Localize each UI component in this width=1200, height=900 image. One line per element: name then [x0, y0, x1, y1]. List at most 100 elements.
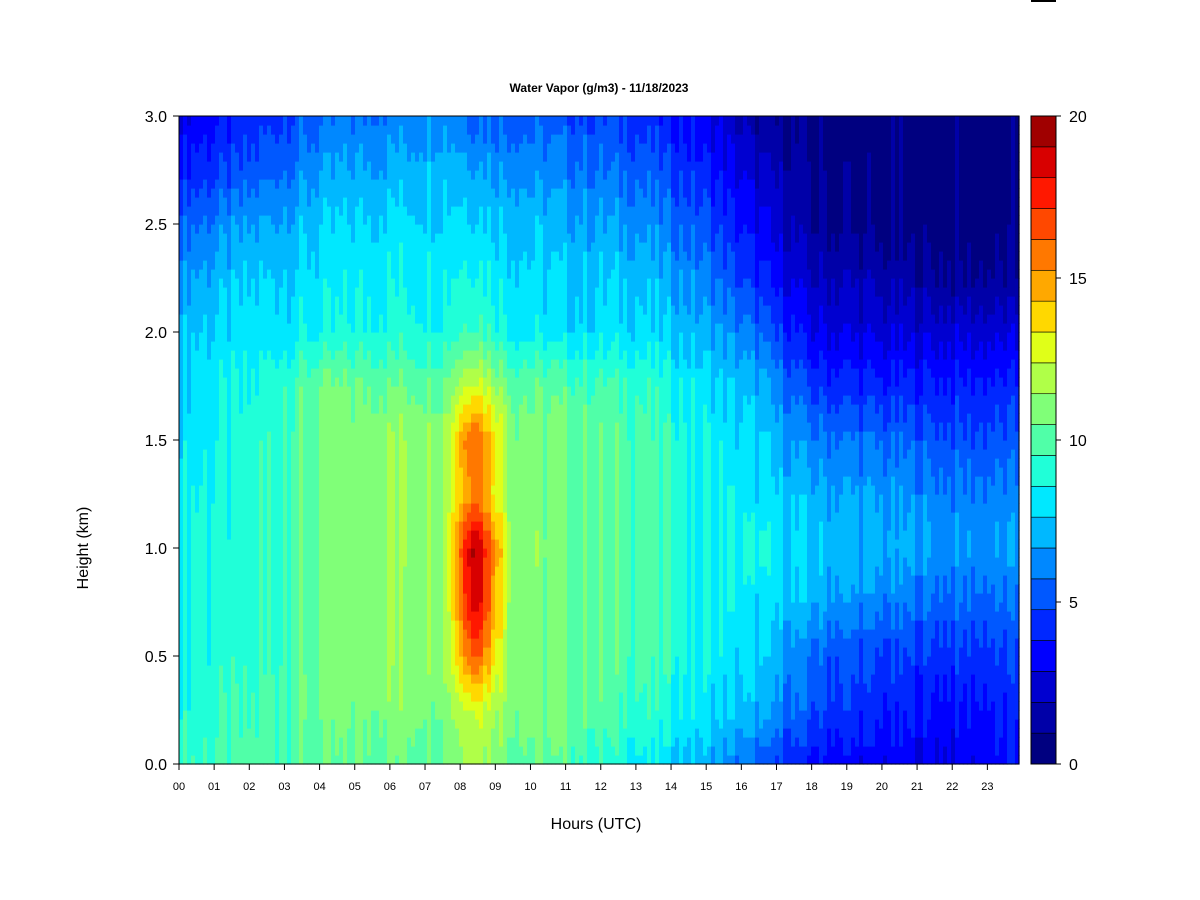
heatmap-cell	[411, 755, 416, 765]
heatmap-cell	[323, 197, 328, 207]
heatmap-cell	[211, 656, 216, 666]
heatmap-cell	[243, 701, 248, 711]
heatmap-cell	[307, 476, 312, 486]
heatmap-cell	[383, 377, 388, 387]
heatmap-cell	[263, 188, 268, 198]
heatmap-cell	[339, 620, 344, 630]
heatmap-cell	[191, 710, 196, 720]
heatmap-cell	[439, 233, 444, 243]
heatmap-cell	[435, 575, 440, 585]
heatmap-cell	[267, 215, 272, 225]
heatmap-cell	[391, 521, 396, 531]
heatmap-cell	[327, 422, 332, 432]
heatmap-cell	[279, 368, 284, 378]
heatmap-cell	[331, 476, 336, 486]
heatmap-cell	[263, 755, 268, 765]
heatmap-cell	[327, 593, 332, 603]
heatmap-cell	[403, 638, 408, 648]
heatmap-cell	[435, 566, 440, 576]
heatmap-cell	[311, 431, 316, 441]
heatmap-cell	[307, 575, 312, 585]
heatmap-cell	[279, 152, 284, 162]
heatmap-cell	[367, 557, 372, 567]
heatmap-cell	[387, 701, 392, 711]
heatmap-cell	[283, 557, 288, 567]
heatmap-cell	[351, 395, 356, 405]
heatmap-cell	[251, 611, 256, 621]
heatmap-cell	[395, 593, 400, 603]
heatmap-cell	[271, 116, 276, 126]
heatmap-cell	[315, 656, 320, 666]
heatmap-cell	[335, 665, 340, 675]
heatmap-cell	[443, 665, 448, 675]
heatmap-cell	[359, 323, 364, 333]
heatmap-cell	[443, 269, 448, 279]
heatmap-cell	[371, 692, 376, 702]
heatmap-cell	[307, 125, 312, 135]
heatmap-cell	[327, 224, 332, 234]
heatmap-cell	[315, 701, 320, 711]
heatmap-cell	[355, 638, 360, 648]
heatmap-cell	[295, 548, 300, 558]
heatmap-cell	[415, 422, 420, 432]
heatmap-cell	[367, 395, 372, 405]
heatmap-cell	[391, 278, 396, 288]
heatmap-cell	[315, 152, 320, 162]
heatmap-cell	[183, 224, 188, 234]
heatmap-cell	[343, 638, 348, 648]
heatmap-cell	[423, 161, 428, 171]
heatmap-cell	[231, 125, 236, 135]
heatmap-cell	[231, 143, 236, 153]
heatmap-cell	[271, 629, 276, 639]
heatmap-cell	[275, 512, 280, 522]
heatmap-cell	[303, 620, 308, 630]
heatmap-cell	[427, 170, 432, 180]
heatmap-cell	[399, 224, 404, 234]
heatmap-cell	[227, 242, 232, 252]
heatmap-cell	[315, 134, 320, 144]
heatmap-cell	[435, 116, 440, 126]
heatmap-cell	[271, 638, 276, 648]
heatmap-cell	[415, 242, 420, 252]
heatmap-cell	[423, 413, 428, 423]
heatmap-cell	[447, 476, 452, 486]
heatmap-cell	[243, 575, 248, 585]
heatmap-cell	[191, 206, 196, 216]
heatmap-cell	[263, 332, 268, 342]
heatmap-cell	[187, 467, 192, 477]
heatmap-cell	[227, 215, 232, 225]
heatmap-cell	[183, 503, 188, 513]
heatmap-cell	[219, 332, 224, 342]
heatmap-cell	[363, 332, 368, 342]
heatmap-cell	[223, 341, 228, 351]
heatmap-cell	[263, 251, 268, 261]
heatmap-cell	[419, 647, 424, 657]
heatmap-cell	[263, 557, 268, 567]
heatmap-cell	[227, 323, 232, 333]
heatmap-cell	[219, 161, 224, 171]
heatmap-cell	[363, 269, 368, 279]
heatmap-cell	[299, 458, 304, 468]
heatmap-cell	[283, 683, 288, 693]
heatmap-cell	[415, 233, 420, 243]
heatmap-cell	[227, 125, 232, 135]
heatmap-cell	[395, 206, 400, 216]
heatmap-cell	[243, 404, 248, 414]
heatmap-cell	[395, 692, 400, 702]
heatmap-cell	[395, 503, 400, 513]
heatmap-cell	[179, 233, 184, 243]
heatmap-cell	[251, 710, 256, 720]
heatmap-cell	[363, 458, 368, 468]
heatmap-cell	[383, 287, 388, 297]
heatmap-cell	[183, 386, 188, 396]
heatmap-cell	[435, 539, 440, 549]
heatmap-cell	[243, 485, 248, 495]
heatmap-cell	[335, 269, 340, 279]
heatmap-cell	[415, 413, 420, 423]
heatmap-cell	[383, 179, 388, 189]
heatmap-cell	[411, 368, 416, 378]
heatmap-cell	[447, 179, 452, 189]
heatmap-cell	[447, 467, 452, 477]
heatmap-cell	[415, 179, 420, 189]
heatmap-cell	[307, 152, 312, 162]
